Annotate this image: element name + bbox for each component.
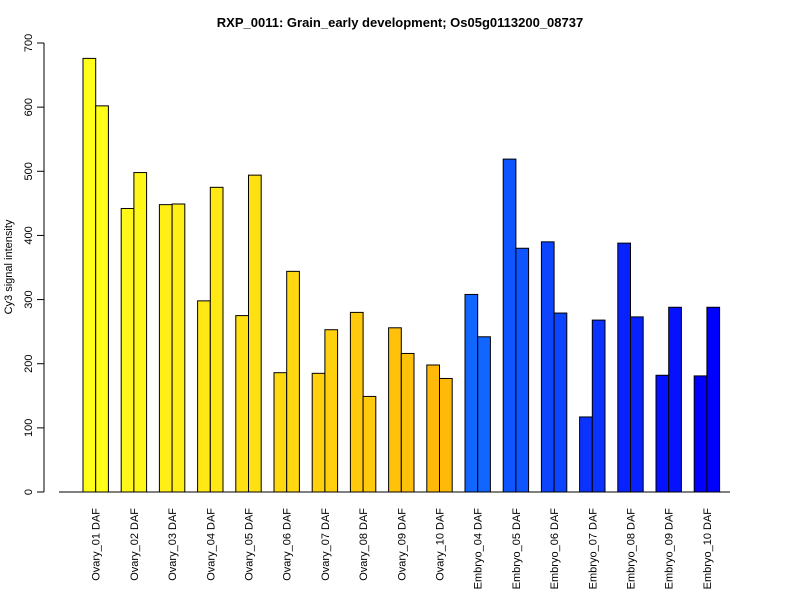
bar (171, 203, 186, 493)
y-axis-ticks: 0 100 200 300 400 500 600 700 (23, 34, 44, 495)
bar (617, 242, 631, 493)
x-tick-label: Ovary_06 DAF (282, 508, 294, 581)
bar (133, 172, 148, 493)
x-tick-label: Embryo_10 DAF (702, 508, 714, 590)
bar (324, 329, 339, 493)
bar (95, 105, 109, 493)
x-tick-label: Ovary_04 DAF (205, 508, 217, 581)
x-tick-label: Embryo_05 DAF (511, 508, 523, 590)
chart-title: RXP_0011: Grain_early development; Os05g… (217, 15, 583, 30)
x-tick-label: Ovary_08 DAF (358, 508, 370, 581)
bar (553, 312, 568, 493)
x-tick-label: Embryo_08 DAF (626, 508, 638, 590)
bar (209, 186, 224, 493)
bar (693, 375, 708, 493)
y-tick-label: 600 (23, 98, 35, 116)
y-tick-label: 300 (23, 290, 35, 308)
x-tick-label: Ovary_09 DAF (396, 508, 408, 581)
bar (655, 374, 670, 493)
bar (668, 306, 682, 493)
bars-group (82, 57, 721, 493)
bar (273, 372, 288, 493)
bar (362, 395, 377, 493)
y-tick-label: 700 (23, 34, 35, 52)
x-tick-label: Embryo_06 DAF (549, 508, 561, 590)
x-tick-label: Embryo_09 DAF (664, 508, 676, 590)
x-tick-label: Ovary_10 DAF (435, 508, 447, 581)
bar (706, 306, 721, 493)
y-tick-label: 0 (23, 489, 35, 495)
bar (400, 352, 415, 493)
bar (630, 316, 644, 493)
x-tick-label: Embryo_07 DAF (587, 508, 599, 590)
bar (502, 158, 517, 493)
bar (120, 207, 135, 493)
x-tick-label: Embryo_04 DAF (473, 508, 485, 590)
bar (82, 57, 97, 493)
x-tick-label: Ovary_07 DAF (320, 508, 332, 581)
bar (235, 315, 250, 493)
bar (439, 377, 453, 493)
bar (477, 336, 491, 493)
bar (426, 364, 440, 493)
bar (311, 372, 326, 493)
bar (286, 270, 300, 493)
y-axis-label: Cy3 signal intensity (3, 219, 15, 314)
x-tick-label: Ovary_05 DAF (244, 508, 256, 581)
bar (248, 174, 262, 493)
x-tick-label: Ovary_03 DAF (167, 508, 179, 581)
bar (158, 204, 173, 493)
x-axis-labels: Ovary_01 DAF Ovary_02 DAF Ovary_03 DAF Ovar… (91, 508, 714, 590)
bar (464, 293, 479, 493)
y-tick-label: 100 (23, 419, 35, 437)
x-tick-label: Ovary_01 DAF (91, 508, 103, 581)
y-tick-label: 400 (23, 226, 35, 244)
y-tick-label: 500 (23, 162, 35, 180)
x-tick-label: Ovary_02 DAF (129, 508, 141, 581)
bar (540, 241, 555, 493)
bar (197, 300, 211, 493)
bar (349, 311, 364, 493)
bar (515, 247, 530, 493)
bar (579, 416, 593, 493)
bar (591, 319, 606, 493)
bar (388, 327, 402, 493)
y-tick-label: 200 (23, 355, 35, 373)
